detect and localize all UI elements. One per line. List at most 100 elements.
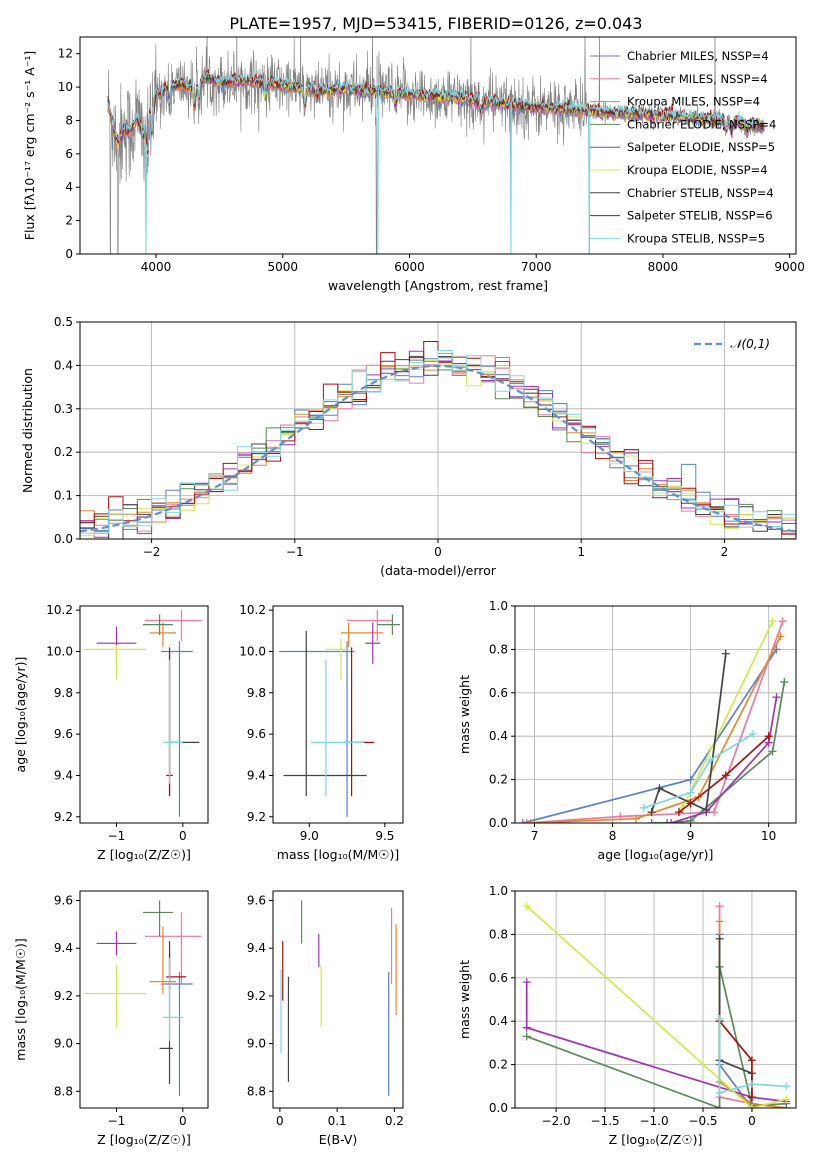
- point-marker: [768, 747, 777, 756]
- errorbar-salpeter-miles: [144, 610, 202, 642]
- plot-area: [83, 900, 202, 1097]
- y-tick-label: 8.8: [54, 1084, 73, 1098]
- errorbar-chabrier-stelib: [166, 647, 200, 797]
- x-axis-label: (data-model)/error: [380, 563, 497, 578]
- errorbar-chabrier-miles: [160, 641, 193, 817]
- x-tick-label: 9.0: [300, 829, 319, 843]
- x-tick-label: 0: [179, 1114, 187, 1128]
- y-tick-label: 10.0: [46, 644, 73, 658]
- y-tick-label: 9.4: [247, 941, 266, 955]
- point-marker: [663, 819, 672, 823]
- y-axis-label: mass weight: [457, 960, 472, 1039]
- x-tick-label: 0: [276, 1114, 284, 1128]
- point-marker: [518, 819, 527, 823]
- axes-frame: [79, 890, 209, 1109]
- axes-frame: [514, 890, 797, 1109]
- panel-age-vs-mass: 9.0 9.5 9.2 9.4 9.6 9.8 10.0 10.2 mass [log₁₀(M/…: [239, 603, 404, 862]
- figure-title: PLATE=1957, MJD=53415, FIBERID=0126, z=0…: [229, 14, 642, 33]
- panel-mass-vs-ebv: 0 0.1 0.2 8.8 9.0 9.2 9.4 9.6 E(B-V): [247, 890, 404, 1147]
- y-tick-label: 0.8: [489, 927, 508, 941]
- x-tick-label: 1: [577, 545, 585, 559]
- y-tick-label: 9.8: [247, 686, 266, 700]
- x-tick-label: 8000: [648, 260, 679, 274]
- point-marker: [686, 816, 695, 823]
- point-marker: [782, 1095, 791, 1104]
- y-tick-label: 9.4: [54, 941, 73, 955]
- errorbar-salpeter-elodie: [365, 622, 381, 664]
- plot-area: [518, 617, 789, 823]
- plot-area: [83, 610, 202, 817]
- series-kroupa-stelib: [639, 730, 758, 812]
- point-marker: [522, 819, 531, 823]
- y-tick-label: 9.6: [247, 727, 266, 741]
- point-marker: [772, 693, 781, 702]
- y-tick-label: 9.6: [54, 894, 73, 908]
- y-tick-label: 0: [65, 247, 73, 261]
- x-tick-label: −1: [108, 1114, 126, 1128]
- errorbar-salpeter-stelib: [344, 647, 375, 797]
- point-marker: [764, 732, 773, 741]
- y-tick-label: 0.4: [489, 1014, 508, 1028]
- x-axis-label: Z [log₁₀(Z/Z☉)]: [609, 1132, 703, 1147]
- y-tick-label: 10.2: [239, 603, 266, 617]
- x-tick-label: 0: [748, 1114, 756, 1128]
- y-tick-label: 0.0: [489, 816, 508, 830]
- point-marker: [715, 1088, 724, 1097]
- series-chabrier-stelib: [647, 649, 730, 817]
- x-tick-label: −0.5: [688, 1114, 717, 1128]
- x-axis-label: mass [log₁₀(M/M☉)]: [277, 847, 399, 862]
- series-kroupa-miles: [526, 632, 785, 823]
- errorbar-kroupa-elodie: [83, 964, 147, 1027]
- point-marker: [522, 1023, 531, 1032]
- x-tick-label: −2.0: [542, 1114, 571, 1128]
- x-axis-label: Z [log₁₀(Z/Z☉)]: [97, 847, 191, 862]
- point-marker: [778, 617, 787, 626]
- errorbar-chabrier-miles: [160, 972, 193, 1097]
- legend-label-salpeter-elodie: Salpeter ELODIE, NSSP=5: [627, 140, 775, 154]
- point-marker: [715, 902, 724, 911]
- errorbar-kroupa-miles: [149, 926, 177, 994]
- series-kroupa-miles: [107, 75, 765, 155]
- y-tick-label: 10.0: [239, 644, 266, 658]
- y-tick-label: 0.5: [54, 315, 73, 329]
- axes-frame: [272, 890, 404, 1109]
- point-marker: [721, 771, 730, 780]
- legend-label-kroupa-miles: Kroupa MILES, NSSP=4: [627, 95, 760, 109]
- y-tick-label: 0.2: [489, 1058, 508, 1072]
- y-tick-label: 9.2: [247, 810, 266, 824]
- errorbar-kroupa-elodie: [83, 645, 147, 681]
- x-tick-label: 4000: [141, 260, 172, 274]
- y-tick-label: 6: [65, 147, 73, 161]
- y-tick-label: 8: [65, 113, 73, 127]
- y-tick-label: 9.0: [247, 1037, 266, 1051]
- panel-age-vs-Z: −1 0 9.2 9.4 9.6 9.8 10.0 10.2 Z [log₁₀(Z/Z☉)] ag…: [13, 603, 209, 862]
- y-tick-label: 0.2: [489, 773, 508, 787]
- y-tick-label: 1.0: [489, 599, 508, 613]
- y-tick-label: 9.6: [54, 727, 73, 741]
- legend-label-kroupa-elodie: Kroupa ELODIE, NSSP=4: [627, 163, 768, 177]
- axes-frame: [79, 36, 797, 255]
- y-tick-label: 0.6: [489, 971, 508, 985]
- legend-label-normal: 𝒩(0,1): [730, 337, 770, 351]
- plot-area: [279, 610, 400, 817]
- y-axis-label: mass weight: [457, 675, 472, 754]
- y-tick-label: 10: [58, 80, 73, 94]
- x-tick-label: −1: [286, 545, 304, 559]
- legend-label-chabrier-stelib: Chabrier STELIB, NSSP=4: [627, 186, 774, 200]
- y-tick-label: 0.8: [489, 642, 508, 656]
- point-marker: [522, 1032, 531, 1041]
- point-marker: [768, 617, 777, 626]
- axes-frame: [79, 605, 209, 824]
- errorbar-kroupa-elodie: [325, 639, 349, 681]
- plot-area: [280, 900, 397, 1097]
- x-tick-label: 10: [761, 829, 776, 843]
- x-tick-label: 0: [434, 545, 442, 559]
- legend: Chabrier MILES, NSSP=4 Salpeter MILES, NS…: [590, 49, 776, 245]
- y-tick-label: 10.2: [46, 603, 73, 617]
- y-tick-label: 9.2: [54, 810, 73, 824]
- series-salpeter-miles: [715, 902, 791, 1108]
- y-tick-label: 0.4: [54, 358, 73, 372]
- y-axis-label: mass [log₁₀(M/M☉)]: [13, 938, 28, 1060]
- point-marker: [715, 917, 724, 926]
- point-marker: [686, 788, 695, 797]
